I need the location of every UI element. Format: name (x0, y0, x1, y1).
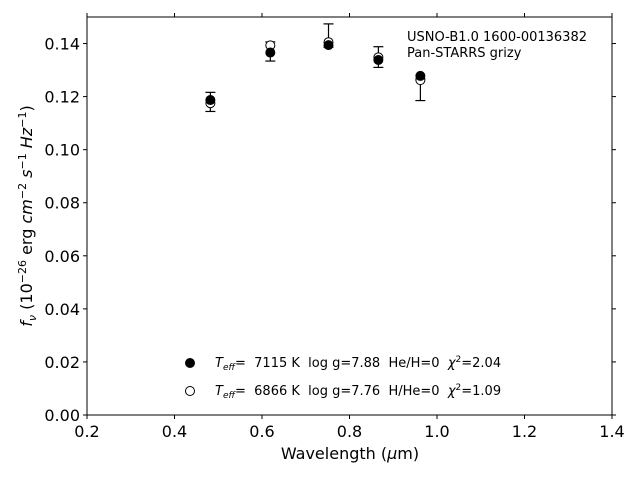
annotation-line-2: Pan-STARRS grizy (407, 46, 522, 61)
y-tick-label: 0.14 (44, 35, 80, 54)
y-tick-label: 0.02 (44, 353, 80, 372)
filled-point (205, 95, 216, 106)
x-tick-label: 1.4 (599, 422, 624, 441)
axis-ticks: 0.2 0.4 0.6 0.8 1.0 1.2 1.4 0.00 0.02 0.04 0.06 0.0… (44, 13, 625, 441)
filled-point (323, 40, 334, 51)
x-tick-label: 0.6 (249, 422, 274, 441)
legend-filled-marker (185, 358, 195, 368)
legend-entry-2: Teff= 6866 K log g=7.76 H/He=0 χ2=1.09 (215, 383, 501, 401)
filled-point (415, 70, 426, 81)
x-axis-label: Wavelength (μm) (281, 444, 419, 463)
y-tick-label: 0.08 (44, 194, 80, 213)
filled-point (373, 54, 384, 65)
y-axis-label: fν (10−26 erg cm−2 s−1 Hz−1) (16, 105, 39, 326)
y-tick-label: 0.10 (44, 141, 80, 160)
x-tick-label: 0.8 (337, 422, 362, 441)
x-tick-label: 0.2 (74, 422, 99, 441)
x-tick-label: 0.4 (162, 422, 187, 441)
filled-point (265, 47, 276, 58)
x-tick-label: 1.2 (512, 422, 537, 441)
data-marks (205, 23, 426, 113)
legend-entry-1: Teff= 7115 K log g=7.88 He/H=0 χ2=2.04 (215, 355, 501, 373)
y-tick-label: 0.12 (44, 88, 80, 107)
x-tick-label: 1.0 (424, 422, 449, 441)
y-tick-label: 0.04 (44, 300, 80, 319)
y-tick-label: 0.00 (44, 406, 80, 425)
legend-open-marker (185, 386, 195, 396)
legend: Teff= 7115 K log g=7.88 He/H=0 χ2=2.04 T… (185, 355, 501, 401)
y-tick-label: 0.06 (44, 247, 80, 266)
annotation-line-1: USNO-B1.0 1600-00136382 (407, 30, 587, 45)
